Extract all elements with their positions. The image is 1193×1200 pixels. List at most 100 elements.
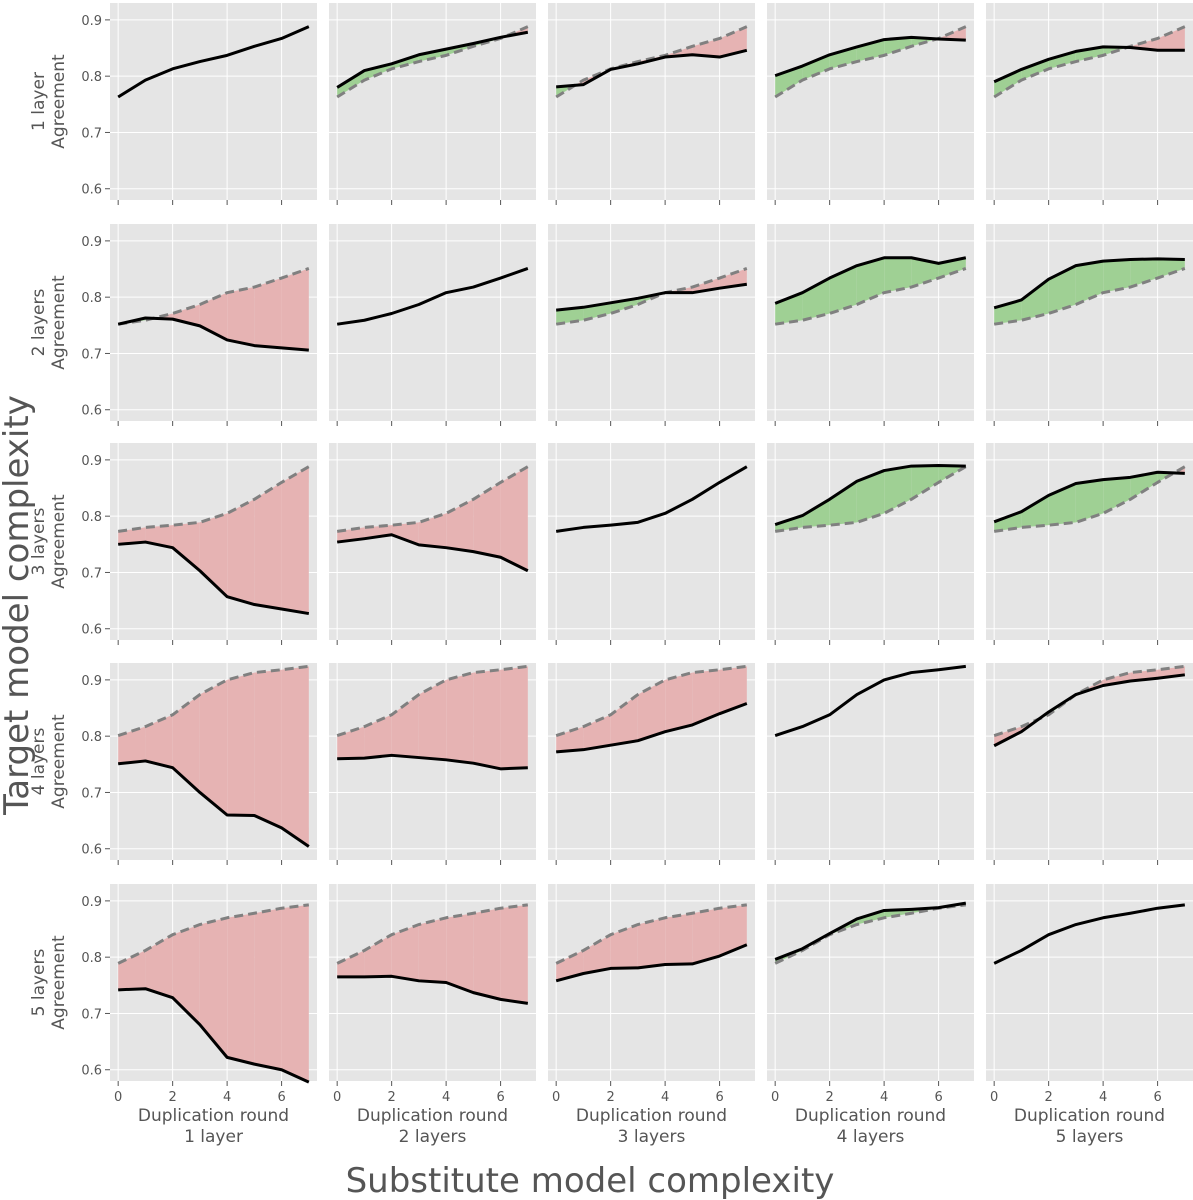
agreement-line xyxy=(336,267,529,326)
y-axis-label: Agreement xyxy=(49,275,69,370)
agreement-line xyxy=(556,282,748,312)
y-tick-label: 0.7 xyxy=(81,566,102,581)
x-tick-label: 4 xyxy=(661,1090,669,1105)
y-tick-label: 0.8 xyxy=(81,951,102,966)
loss-area xyxy=(418,513,447,548)
panel-r1c2 xyxy=(329,3,536,205)
panel-r3c1: 0.6 0.7 0.8 0.9 3 layers Agreement xyxy=(29,443,317,645)
x-tick-label: 2 xyxy=(607,1090,615,1105)
loss-area xyxy=(473,669,501,769)
loss-area xyxy=(391,694,419,758)
panel-r4c3 xyxy=(548,663,755,865)
loss-area xyxy=(665,913,693,965)
gain-area xyxy=(911,257,939,288)
loss-area xyxy=(337,950,365,977)
panel-background xyxy=(767,224,974,421)
panel-r4c5 xyxy=(986,663,1193,865)
panel-r2c1: 0.6 0.7 0.8 0.9 2 layers Agreement xyxy=(29,224,317,426)
x-tick-label: 0 xyxy=(552,1090,560,1105)
loss-area xyxy=(473,482,501,558)
y-tick-label: 0.7 xyxy=(81,786,102,801)
loss-area xyxy=(254,908,282,1070)
loss-area xyxy=(145,934,173,998)
agreement-line xyxy=(337,974,529,1005)
gain-area xyxy=(1130,472,1158,500)
gain-area xyxy=(802,278,830,321)
agreement-line xyxy=(993,903,1186,965)
loss-area xyxy=(172,522,200,571)
panel-r3c3 xyxy=(548,443,755,645)
loss-area xyxy=(610,694,638,746)
reference-line xyxy=(993,664,1186,738)
x-tick-label: 0 xyxy=(771,1090,779,1105)
loss-area xyxy=(692,38,720,58)
loss-area xyxy=(446,913,474,993)
loss-area xyxy=(364,934,392,977)
gain-area xyxy=(1075,479,1104,523)
x-tick-label: 4 xyxy=(880,1090,888,1105)
x-tick-label: 6 xyxy=(934,1090,942,1105)
y-tick-label: 0.7 xyxy=(81,347,102,362)
gain-area xyxy=(1103,477,1131,514)
column-label: 1 layer xyxy=(184,1127,243,1147)
gain-area xyxy=(802,499,830,528)
gain-area xyxy=(994,511,1022,532)
gain-area xyxy=(884,257,912,293)
loss-area xyxy=(254,482,282,610)
agreement-line xyxy=(336,30,529,89)
agreement-line xyxy=(993,45,1185,84)
gain-area xyxy=(884,37,912,56)
reference-line xyxy=(336,465,529,533)
loss-area xyxy=(692,669,720,725)
gain-area xyxy=(802,54,830,81)
reference-line xyxy=(774,267,967,326)
loss-area xyxy=(719,904,747,957)
loss-area xyxy=(145,714,173,768)
x-tick-label: 6 xyxy=(496,1090,504,1105)
loss-area xyxy=(556,726,584,752)
loss-area xyxy=(500,466,528,571)
loss-area xyxy=(118,726,146,764)
panel-background xyxy=(110,3,317,200)
agreement-line xyxy=(993,257,1185,310)
panel-grid: 0.60.70.80.91 layer Agreement0.60.70.80.9… xyxy=(29,3,1193,1147)
loss-area xyxy=(254,278,282,348)
x-tick-label: 0 xyxy=(333,1090,341,1105)
reference-line xyxy=(336,903,529,965)
x-axis-label: Duplication round xyxy=(357,1106,508,1126)
reference-line xyxy=(555,664,748,738)
column-label: 5 layers xyxy=(1056,1127,1124,1147)
row-label: 4 layers xyxy=(29,727,49,795)
y-tick-label: 0.8 xyxy=(81,730,102,745)
y-tick-label: 0.6 xyxy=(81,1064,102,1079)
loss-area xyxy=(446,672,474,764)
column-label: 3 layers xyxy=(618,1127,686,1147)
agreement-line xyxy=(774,664,967,738)
panel-r4c2 xyxy=(329,663,536,865)
panel-background xyxy=(767,663,974,860)
x-tick-label: 6 xyxy=(1153,1090,1161,1105)
y-tick-label: 0.6 xyxy=(81,183,102,198)
y-axis-label: Agreement xyxy=(49,935,69,1030)
loss-area xyxy=(719,268,747,289)
agreement-line xyxy=(117,25,310,99)
reference-line xyxy=(993,25,1186,99)
gain-area xyxy=(856,470,885,523)
y-tick-label: 0.9 xyxy=(81,454,102,469)
loss-area xyxy=(610,924,638,969)
loss-area xyxy=(692,908,720,964)
x-axis-label: Duplication round xyxy=(138,1106,289,1126)
loss-area xyxy=(500,904,528,1004)
agreement-line xyxy=(118,759,310,848)
agreement-line xyxy=(556,702,748,754)
loss-area xyxy=(172,694,200,793)
x-axis-label: Duplication round xyxy=(795,1106,946,1126)
loss-area xyxy=(418,917,447,983)
row-label: 3 layers xyxy=(29,507,49,575)
panel-r2c3 xyxy=(548,224,755,426)
agreement-line xyxy=(993,470,1185,524)
agreement-line xyxy=(117,316,309,352)
loss-area xyxy=(583,934,611,974)
